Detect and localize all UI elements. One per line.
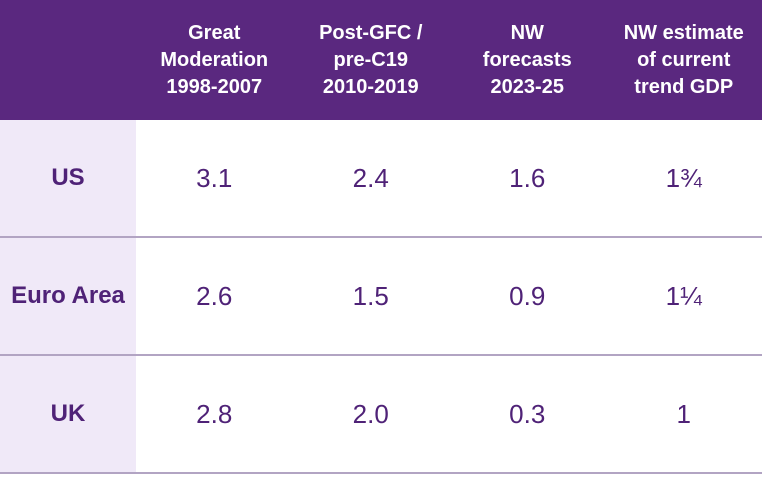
- us-trend-estimate-value: 1¾: [605, 120, 762, 236]
- header-nw-trend-estimate: NW estimate of current trend GDP: [623, 21, 744, 98]
- header-corner-cell: [0, 0, 136, 120]
- us-great-moderation-value: 3.1: [136, 120, 293, 236]
- table-row-us: US 3.1 2.4 1.6 1¾: [0, 120, 762, 238]
- table-row-euro-area: Euro Area 2.6 1.5 0.9 1¼: [0, 238, 762, 356]
- row-label-us: US: [0, 120, 136, 236]
- uk-nw-forecast-value: 0.3: [449, 356, 606, 472]
- euro-post-gfc-value: 1.5: [292, 238, 449, 354]
- table-row-uk: UK 2.8 2.0 0.3 1: [0, 356, 762, 474]
- us-post-gfc-value: 2.4: [292, 120, 449, 236]
- us-nw-forecast-value: 1.6: [449, 120, 606, 236]
- table-header-row: Great Moderation 1998-2007 Post-GFC / pr…: [0, 0, 762, 120]
- euro-trend-estimate-value: 1¼: [605, 238, 762, 354]
- uk-great-moderation-value: 2.8: [136, 356, 293, 472]
- row-label-uk: UK: [0, 356, 136, 472]
- euro-nw-forecast-value: 0.9: [449, 238, 606, 354]
- header-great-moderation: Great Moderation 1998-2007: [160, 21, 269, 98]
- uk-post-gfc-value: 2.0: [292, 356, 449, 472]
- header-nw-forecasts: NW forecasts 2023-25: [482, 21, 572, 98]
- euro-great-moderation-value: 2.6: [136, 238, 293, 354]
- uk-trend-estimate-value: 1: [605, 356, 762, 472]
- row-label-euro-area: Euro Area: [0, 238, 136, 354]
- header-post-gfc: Post-GFC / pre-C19 2010-2019: [319, 21, 423, 98]
